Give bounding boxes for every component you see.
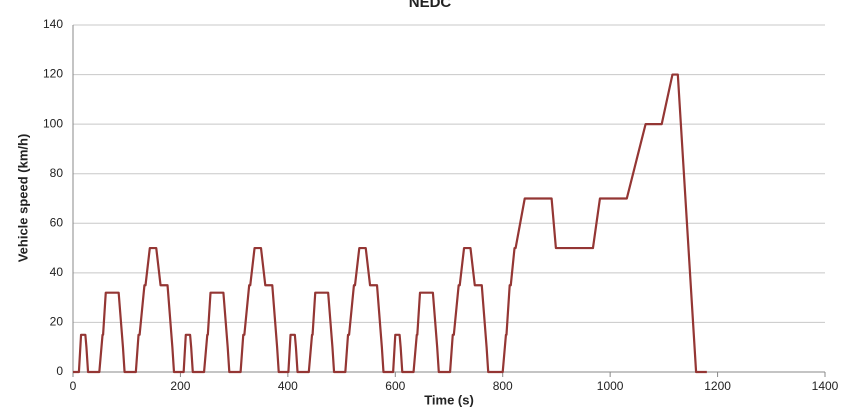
y-tick-label: 120 [43, 67, 63, 81]
y-tick-label: 40 [50, 265, 64, 279]
y-tick-label: 0 [56, 364, 63, 378]
y-tick-label: 20 [50, 315, 64, 329]
data-line [73, 73, 707, 374]
x-axis-label: Time (s) [424, 392, 474, 407]
x-tick-label: 200 [170, 379, 190, 393]
y-axis-label: Vehicle speed (km/h) [15, 134, 30, 263]
chart-title: NEDC [409, 0, 452, 11]
x-tick-label: 1000 [597, 379, 624, 393]
x-tick-label: 600 [385, 379, 405, 393]
x-tick-label: 400 [278, 379, 298, 393]
y-tick-label: 80 [50, 166, 64, 180]
y-tick-label: 140 [43, 17, 63, 31]
x-tick-label: 800 [493, 379, 513, 393]
y-tick-label: 100 [43, 116, 63, 130]
x-tick-label: 0 [70, 379, 77, 393]
y-tick-label: 60 [50, 215, 64, 229]
x-tick-label: 1400 [812, 379, 839, 393]
x-tick-label: 1200 [704, 379, 731, 393]
